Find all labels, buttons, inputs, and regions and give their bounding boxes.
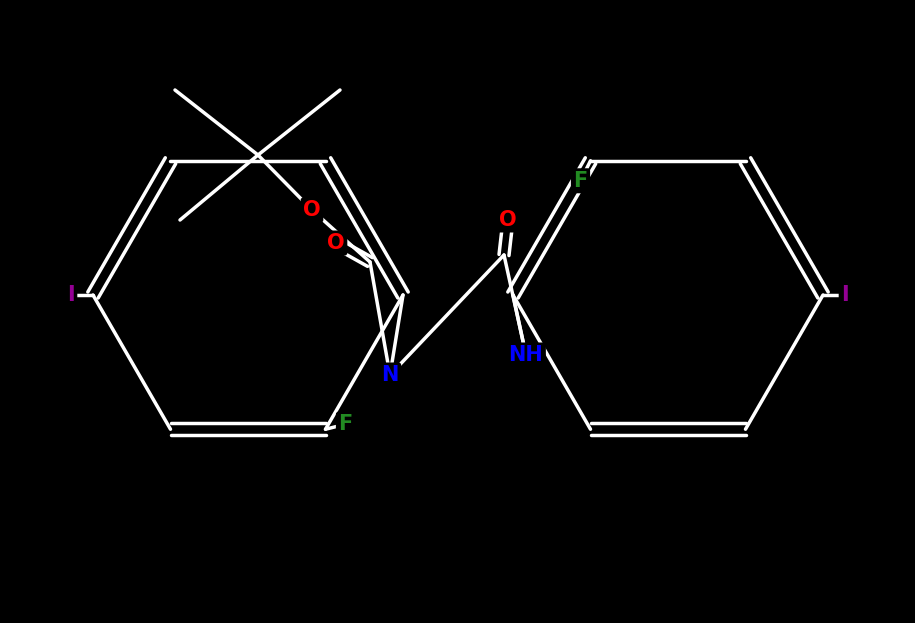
Text: O: O [303,200,321,220]
Text: O: O [328,233,345,253]
Text: F: F [574,171,587,191]
Text: NH: NH [509,345,544,365]
Text: O: O [500,210,517,230]
Text: I: I [67,285,75,305]
Text: N: N [382,365,399,385]
Text: I: I [841,285,849,305]
Text: F: F [339,414,352,434]
